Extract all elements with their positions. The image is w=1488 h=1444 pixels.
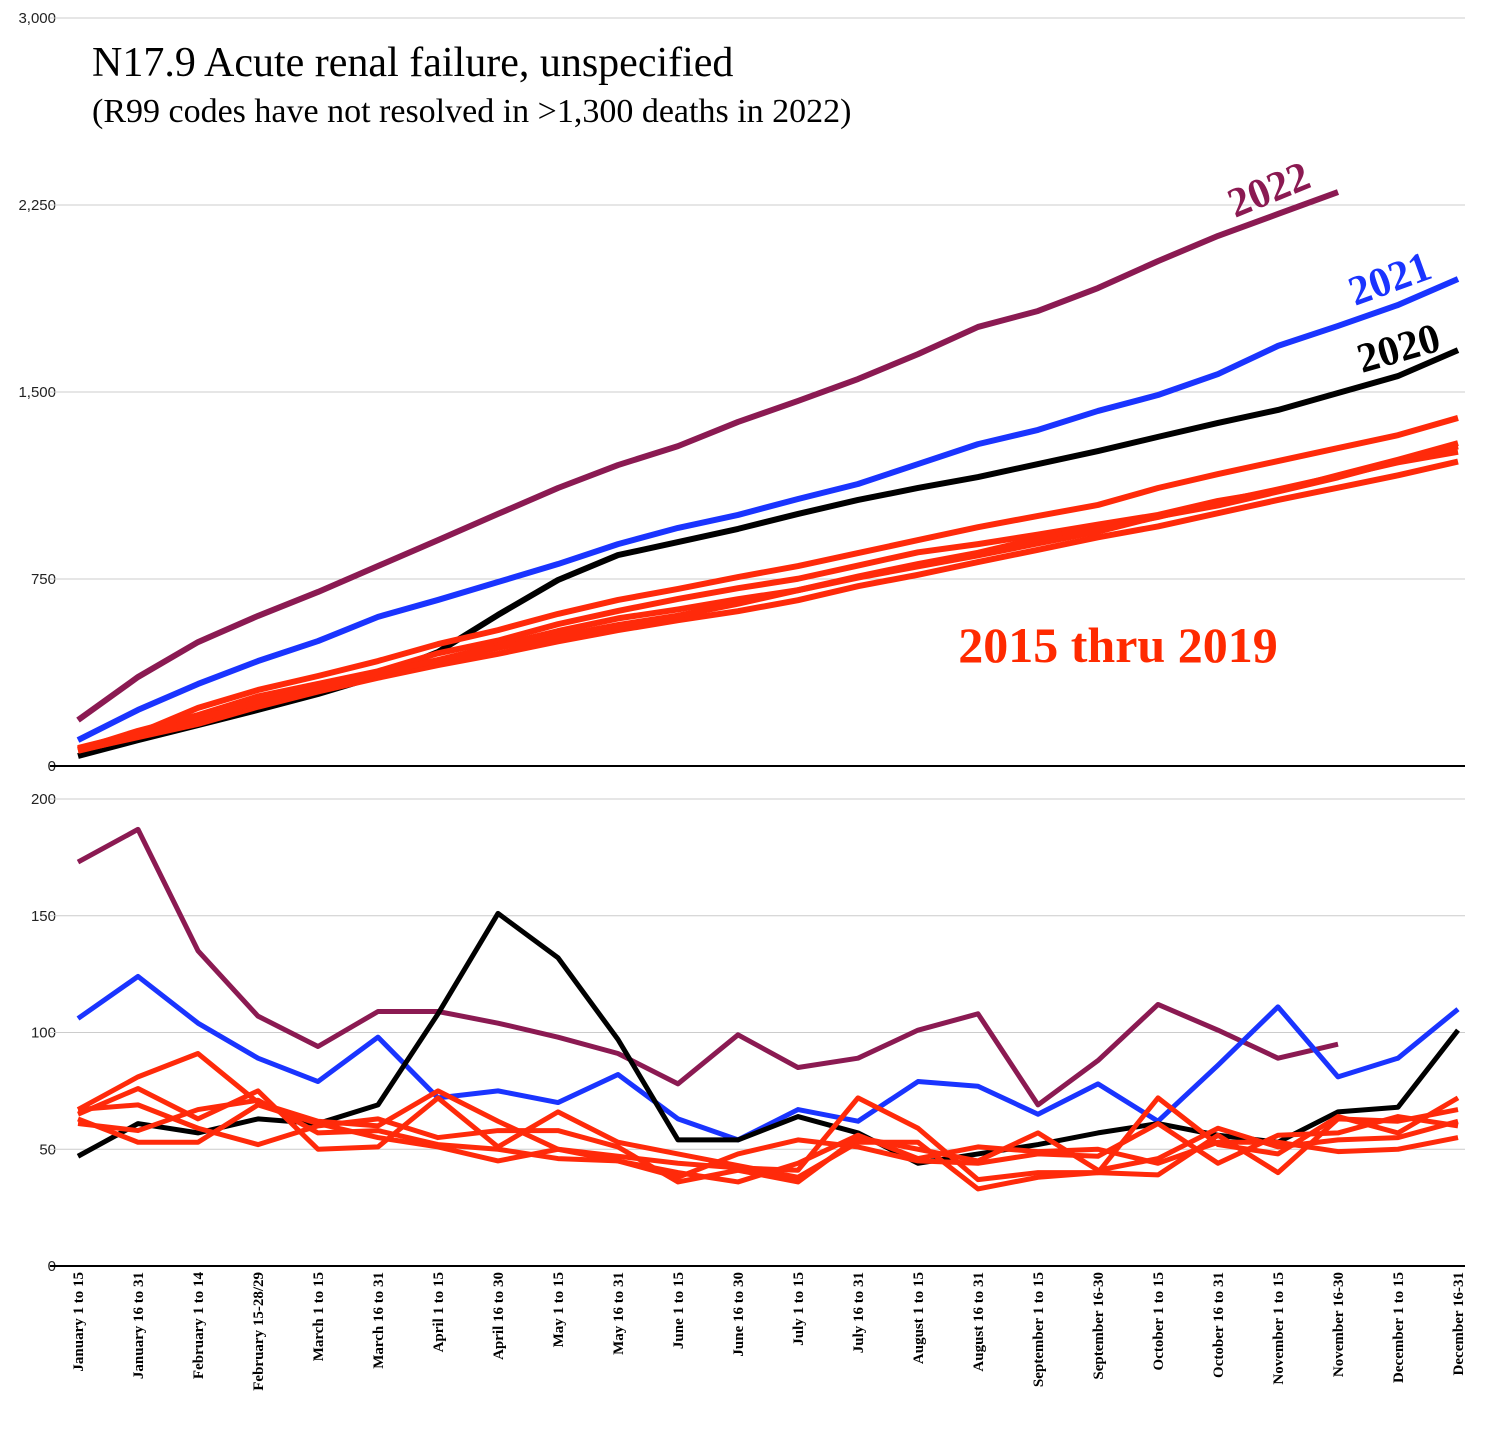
chart-subtitle: (R99 codes have not resolved in >1,300 d… — [92, 93, 851, 130]
x-tick-label: March 1 to 15 — [311, 1272, 327, 1361]
data-line — [76, 826, 1339, 1108]
y-tick-label: 100 — [31, 1025, 56, 1042]
x-tick-label: September 16-30 — [1091, 1272, 1107, 1380]
y-tick-label: 3,000 — [18, 10, 56, 27]
x-tick-label: April 1 to 15 — [431, 1272, 447, 1352]
data-line — [77, 415, 1459, 751]
x-tick-label: December 16-31 — [1451, 1272, 1467, 1375]
x-tick-label: September 1 to 15 — [1031, 1272, 1047, 1387]
x-tick-label: July 16 to 31 — [851, 1272, 867, 1353]
y-tick-label: 200 — [31, 791, 56, 808]
data-line — [76, 973, 1460, 1143]
x-tick-label: March 16 to 31 — [371, 1272, 387, 1369]
x-tick-label: July 1 to 15 — [791, 1272, 807, 1346]
y-tick-label: 2,250 — [18, 197, 56, 214]
data-line — [77, 443, 1459, 754]
x-tick-label: February 1 to 14 — [191, 1272, 207, 1380]
x-tick-label: February 15-28/29 — [251, 1272, 267, 1391]
data-line — [76, 910, 1460, 1166]
x-tick-label: August 1 to 15 — [911, 1272, 927, 1364]
x-tick-label: May 16 to 31 — [611, 1272, 627, 1355]
x-tick-label: June 1 to 15 — [671, 1272, 687, 1349]
y-tick-label: 50 — [39, 1141, 56, 1158]
x-tick-label: January 1 to 15 — [71, 1272, 87, 1372]
x-tick-label: October 16 to 31 — [1211, 1272, 1227, 1378]
y-tick-label: 750 — [31, 571, 56, 588]
x-tick-label: December 1 to 15 — [1391, 1272, 1407, 1383]
annotation: 2015 thru 2019 — [958, 617, 1277, 673]
x-tick-label: November 1 to 15 — [1271, 1272, 1287, 1385]
x-tick-label: April 16 to 30 — [491, 1272, 507, 1360]
series-label: 2020 — [1352, 315, 1445, 382]
x-tick-label: January 16 to 31 — [131, 1272, 147, 1379]
x-tick-label: November 16-30 — [1331, 1272, 1347, 1377]
data-line — [77, 1097, 1459, 1180]
x-tick-label: May 1 to 15 — [551, 1272, 567, 1347]
x-tick-label: October 1 to 15 — [1151, 1272, 1167, 1370]
chart-title: N17.9 Acute renal failure, unspecified — [92, 40, 733, 86]
x-tick-label: August 16 to 31 — [971, 1272, 987, 1372]
data-line — [76, 276, 1460, 743]
y-tick-label: 1,500 — [18, 384, 56, 401]
x-tick-label: June 16 to 30 — [731, 1272, 747, 1357]
y-tick-label: 150 — [31, 908, 56, 925]
data-line — [77, 1102, 1459, 1185]
data-line — [76, 189, 1340, 723]
